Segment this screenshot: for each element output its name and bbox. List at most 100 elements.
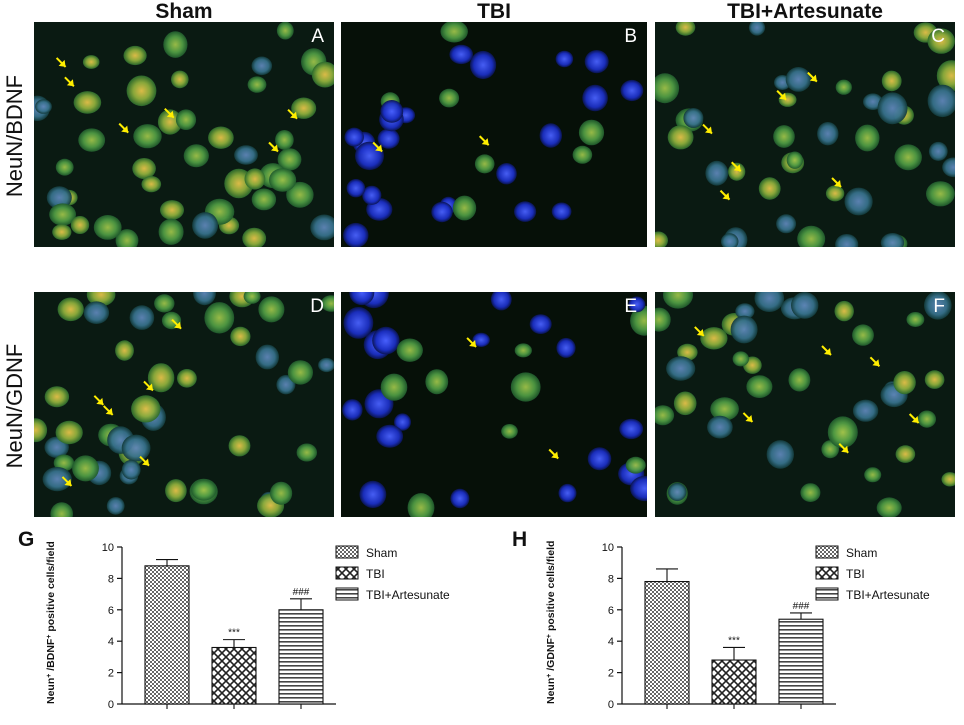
cell [131,395,161,423]
legend-label: TBI+Artesunate [366,588,450,602]
y-tick-label: 8 [108,573,114,585]
cell [34,418,48,443]
cell [70,216,90,234]
cell [93,215,122,240]
cell [394,413,411,431]
cell [501,424,518,439]
cell [50,502,73,517]
cell [700,327,728,350]
cell [247,76,267,93]
cell [311,61,334,88]
cell [942,157,955,178]
cell [132,158,156,179]
legend-swatch [815,545,839,559]
cell [728,162,746,181]
cell [362,185,382,205]
cell [730,315,758,344]
row-label-gdnf: NeuN/GDNF [2,343,27,469]
cell [844,187,873,216]
arrow-marker [821,345,832,356]
cell [754,292,785,312]
cell [735,303,755,320]
cell [788,368,811,392]
cell [147,363,175,393]
y-tick-label: 4 [608,636,614,648]
arrow-marker [143,380,154,392]
y-tick-label: 10 [602,542,614,554]
cell [133,124,162,149]
y-tick-label: 2 [608,668,614,680]
cell [158,218,184,245]
cell [675,22,696,36]
cell [578,119,605,146]
cell [558,483,577,503]
cell [243,292,261,304]
cell [49,203,76,226]
cell [710,397,739,421]
arrow-marker [776,90,787,101]
cell [452,195,477,221]
cell [773,125,795,148]
cell [343,307,374,339]
arrow-marker [869,356,881,368]
arrow-marker [719,189,731,201]
cell [876,497,902,517]
cell [258,296,285,323]
cell [582,84,608,112]
cell [551,202,572,221]
cell [359,480,387,508]
micrograph-tbi-gdnf: E [341,292,647,517]
arrow-marker [742,412,754,423]
cell [72,455,99,482]
significance-label: *** [728,635,740,646]
bar-chart-bdnf: Neun+ /BDNF+ positive cells/field 0 2 4 6 8 10… [45,541,450,711]
cell [380,373,408,401]
arrow-marker [548,448,559,460]
cell [115,229,139,247]
cell [655,307,671,332]
cell [244,168,266,190]
cell [667,125,694,150]
cell [52,224,72,240]
cell [78,128,106,152]
cell [121,434,151,462]
cell [46,186,72,210]
cell [852,399,879,422]
cell [431,201,453,223]
arrow-marker [118,122,129,134]
cell [496,163,517,185]
cell [407,493,435,517]
cell [115,340,134,361]
cell [193,292,216,306]
cell [277,148,302,171]
cell [160,200,184,220]
cell [707,415,733,439]
cell [630,475,647,502]
cell [572,145,593,164]
arrow-marker [61,476,73,487]
arrow-marker [268,141,279,153]
cell [439,88,460,108]
legend-swatch [335,566,359,580]
cell [321,295,334,312]
cell [73,91,102,114]
panel-letter-c: C [931,26,945,47]
cell [894,144,922,171]
cell [746,375,773,398]
cell [880,233,905,247]
cell [556,337,576,358]
cell [834,300,854,322]
graph-letter-h: H [512,528,528,551]
cell [587,447,612,471]
cell [791,292,819,319]
cell [555,50,574,68]
cell [192,212,219,239]
arrow-marker [139,455,150,467]
cell [817,122,839,146]
bar-chart-gdnf: Neun+ /GDNF+ positive cells/field 0 2 4 6 8 10… [545,541,930,711]
arrow-marker [93,395,105,406]
micrograph-tbi-bdnf: B [341,22,647,247]
cell [941,472,955,487]
cell [893,371,916,395]
cell [539,123,562,148]
